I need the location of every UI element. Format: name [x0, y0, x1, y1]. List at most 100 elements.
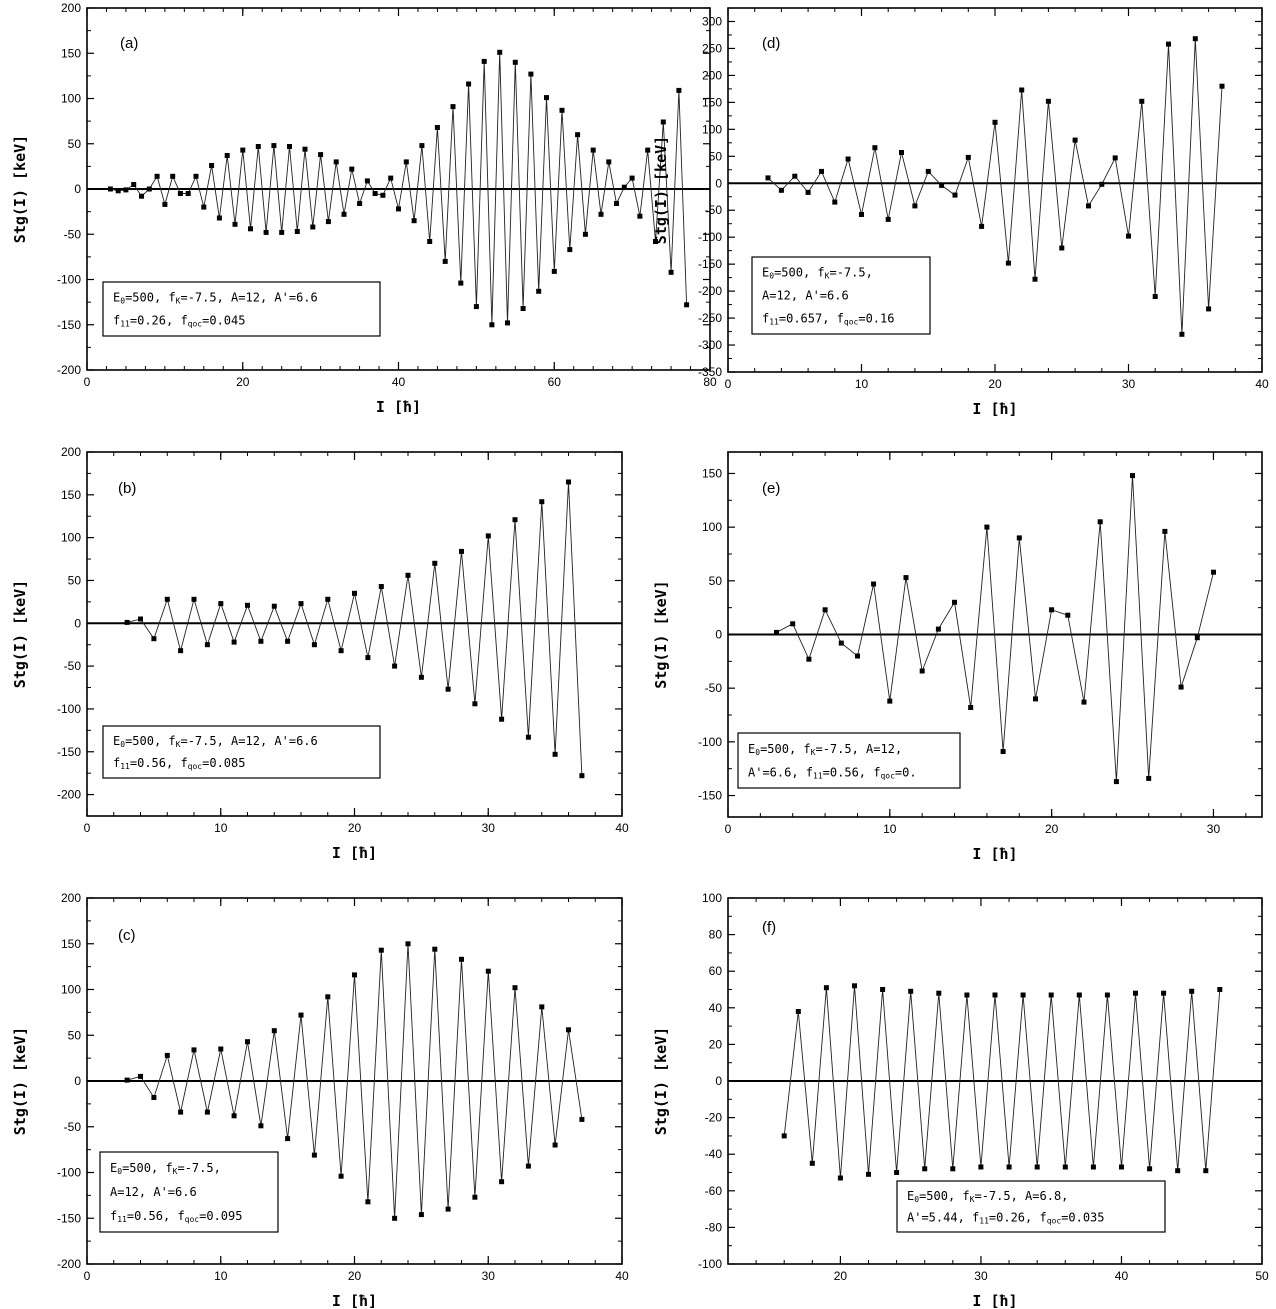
y-tick-label: -200: [57, 788, 81, 802]
x-tick-label: 30: [974, 1269, 988, 1283]
data-point: [138, 616, 143, 622]
y-tick-label: 0: [715, 628, 722, 642]
chart-panel-c: -200 -150 -100 -50 0 50 100 150 200 0 10 20 30 40 E0=5…: [11, 891, 629, 1309]
data-point: [177, 191, 183, 196]
data-point: [1048, 992, 1054, 998]
data-point: [668, 269, 674, 275]
data-point: [903, 575, 909, 581]
x-tick-label: 40: [615, 821, 629, 835]
y-tick-label: -150: [57, 745, 81, 759]
data-point: [191, 596, 197, 602]
data-point: [1016, 535, 1022, 541]
data-point: [123, 187, 129, 193]
data-point: [1086, 203, 1091, 209]
data-point: [1019, 87, 1025, 93]
y-tick-label: -50: [64, 1120, 82, 1134]
data-point: [392, 1215, 398, 1221]
data-point: [442, 258, 448, 264]
data-point: [405, 941, 411, 947]
data-point: [445, 686, 451, 692]
x-tick-label: 0: [725, 377, 732, 391]
y-tick-label: 200: [61, 445, 81, 459]
y-tick-label: -200: [57, 1257, 81, 1271]
data-point: [912, 203, 918, 209]
y-tick-label: 150: [61, 46, 81, 60]
y-tick-label: -50: [705, 681, 723, 695]
data-point: [338, 1173, 344, 1179]
data-point: [1034, 1164, 1040, 1170]
y-tick-label: 100: [702, 520, 722, 534]
data-point: [832, 199, 838, 205]
data-point: [965, 154, 971, 160]
y-tick-label: 80: [709, 928, 723, 942]
data-point: [512, 985, 518, 991]
data-point: [765, 175, 771, 181]
panel-label: (c): [118, 927, 136, 944]
data-point: [489, 322, 495, 328]
data-point: [418, 1212, 424, 1218]
data-point: [1104, 992, 1110, 998]
data-point: [287, 144, 292, 149]
data-point: [191, 1047, 197, 1053]
legend-line: E0=500, fK=-7.5, A=12,: [748, 742, 902, 757]
data-point: [520, 306, 526, 311]
data-point: [774, 629, 779, 635]
data-point: [894, 1170, 900, 1175]
data-point: [1175, 1168, 1181, 1174]
y-tick-label: 50: [709, 574, 723, 588]
x-axis-title: I [ħ]: [972, 1292, 1017, 1309]
y-tick-label: 50: [68, 1028, 82, 1042]
y-tick-label: -100: [57, 273, 81, 287]
data-point: [992, 119, 998, 125]
legend-line: A=12, A'=6.6: [110, 1185, 197, 1199]
y-tick-label: 150: [702, 466, 722, 480]
data-point: [872, 145, 878, 151]
data-point: [459, 548, 464, 554]
legend-box: [737, 732, 961, 789]
data-point: [1112, 155, 1118, 161]
data-point: [1217, 987, 1223, 992]
data-point: [866, 1171, 871, 1177]
data-point: [1161, 990, 1167, 996]
data-point: [629, 175, 635, 181]
data-point: [466, 81, 472, 87]
data-point: [405, 572, 411, 578]
y-tick-label: -100: [57, 702, 81, 716]
data-point: [809, 1160, 815, 1166]
data-point: [294, 229, 300, 234]
data-point: [919, 668, 925, 674]
data-point: [582, 231, 588, 237]
data-point: [279, 229, 285, 235]
data-point: [512, 517, 518, 523]
data-point: [218, 601, 224, 607]
data-point: [311, 642, 317, 648]
data-point: [1081, 699, 1087, 705]
data-point: [224, 153, 230, 158]
y-tick-label: -350: [698, 365, 722, 379]
data-point: [124, 619, 130, 625]
data-point: [231, 1113, 237, 1119]
series-line: [776, 475, 1214, 782]
data-point: [922, 1166, 928, 1172]
legend-line: f11=0.56, fqoc=0.095: [110, 1209, 242, 1224]
panel-label: (b): [118, 480, 136, 497]
x-axis-title: I [ħ]: [332, 1292, 377, 1309]
y-tick-label: -200: [57, 363, 81, 377]
data-point: [352, 972, 357, 978]
data-point: [485, 533, 491, 539]
data-point: [621, 184, 627, 190]
data-point: [248, 226, 253, 232]
data-point: [1090, 1164, 1096, 1170]
data-point: [1049, 607, 1055, 613]
data-point: [1059, 245, 1065, 251]
data-point: [1130, 473, 1135, 479]
data-point: [552, 1142, 558, 1148]
data-point: [935, 626, 941, 632]
y-tick-label: -100: [698, 230, 722, 244]
data-point: [338, 648, 344, 654]
data-point: [899, 150, 904, 155]
legend-line: f11=0.657, fqoc=0.16: [762, 312, 894, 327]
data-point: [525, 734, 531, 740]
data-point: [459, 956, 464, 962]
data-point: [427, 239, 433, 244]
